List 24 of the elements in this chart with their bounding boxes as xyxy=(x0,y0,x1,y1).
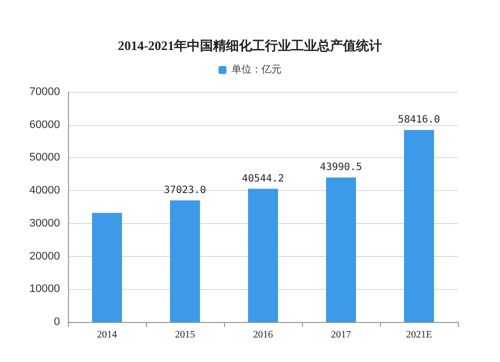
chart-title: 2014-2021年中国精细化工行业工业总产值统计 xyxy=(118,38,382,53)
bar xyxy=(92,212,122,322)
data-label: 58416.0 xyxy=(398,114,440,126)
y-tick-label: 70000 xyxy=(29,86,60,98)
x-tick-label: 2021E xyxy=(406,330,432,340)
y-tick-label: 10000 xyxy=(29,283,60,296)
bar xyxy=(170,200,200,322)
x-tick-label: 2016 xyxy=(253,330,273,340)
y-tick-label: 30000 xyxy=(29,217,60,230)
y-tick-label: 40000 xyxy=(29,184,60,197)
y-tick-label: 60000 xyxy=(29,118,60,131)
bar xyxy=(326,177,356,322)
bar xyxy=(248,188,278,322)
y-tick-label: 0 xyxy=(54,316,60,328)
y-tick-label: 20000 xyxy=(29,250,60,262)
data-label: 43990.5 xyxy=(320,162,362,173)
data-label: 37023.0 xyxy=(164,184,206,196)
data-label: 40544.2 xyxy=(242,173,284,184)
x-tick-label: 2015 xyxy=(175,330,195,340)
bar xyxy=(404,130,434,322)
x-tick-label: 2017 xyxy=(331,330,351,340)
y-tick-label: 50000 xyxy=(29,152,60,164)
x-tick-label: 2014 xyxy=(97,330,117,340)
legend-label: 单位：亿元 xyxy=(232,64,282,76)
